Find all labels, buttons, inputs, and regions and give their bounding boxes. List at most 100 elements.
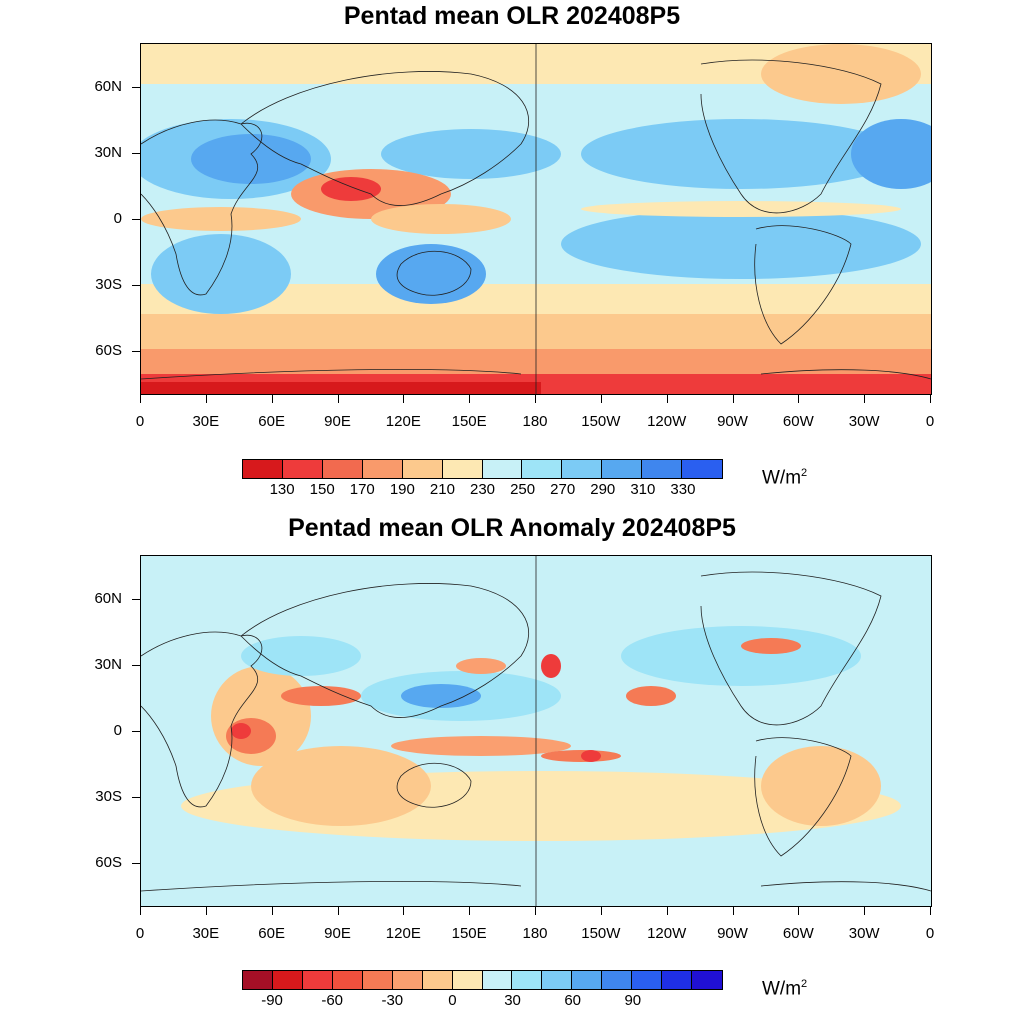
colorbar-box bbox=[402, 460, 443, 478]
colorbar-box bbox=[422, 971, 453, 989]
lat-label: 0 bbox=[113, 722, 122, 739]
units-label-1: W/m2 bbox=[762, 467, 808, 489]
lat-tick bbox=[132, 599, 140, 600]
lat-tick bbox=[132, 153, 140, 154]
colorbar-label: -90 bbox=[261, 992, 283, 1009]
lon-tick bbox=[798, 395, 800, 403]
olr-anomaly-map bbox=[140, 555, 932, 907]
colorbar-label: 230 bbox=[469, 481, 496, 498]
lon-label: 0 bbox=[925, 413, 935, 430]
olr-mean-colorbar bbox=[242, 459, 723, 479]
lon-tick bbox=[535, 907, 536, 915]
lon-label: 30E bbox=[192, 413, 220, 430]
lat-label: 30N bbox=[94, 656, 122, 673]
lon-label: 150E bbox=[451, 925, 487, 942]
lat-label: 60S bbox=[95, 854, 122, 871]
panel-2-title: Pentad mean OLR Anomaly 202408P5 bbox=[288, 514, 736, 542]
colorbar-label: 310 bbox=[630, 481, 656, 498]
lon-tick bbox=[600, 907, 602, 915]
colorbar-label: 270 bbox=[550, 481, 576, 498]
lon-tick bbox=[666, 395, 668, 403]
colorbar-label: 330 bbox=[670, 481, 696, 498]
lon-label: 60W bbox=[782, 413, 814, 430]
lat-tick bbox=[132, 731, 140, 732]
lon-label: 150W bbox=[581, 925, 621, 942]
lon-tick bbox=[205, 907, 207, 915]
lon-tick bbox=[403, 395, 405, 403]
lon-label: 120W bbox=[647, 413, 687, 430]
lon-label: 30W bbox=[848, 925, 880, 942]
lon-tick bbox=[600, 395, 602, 403]
lon-tick bbox=[930, 907, 931, 915]
lon-tick bbox=[271, 907, 273, 915]
colorbar-box bbox=[272, 971, 303, 989]
colorbar-box bbox=[243, 971, 273, 989]
lat-tick bbox=[132, 219, 140, 220]
lon-tick bbox=[732, 395, 734, 403]
lon-label: 90W bbox=[717, 925, 748, 942]
colorbar-label: 130 bbox=[269, 481, 295, 498]
colorbar-box bbox=[512, 971, 543, 989]
lon-tick bbox=[469, 395, 471, 403]
colorbar-label: 210 bbox=[429, 481, 455, 498]
lon-label: 120E bbox=[385, 925, 421, 942]
colorbar-box bbox=[662, 971, 693, 989]
lat-label: 30S bbox=[95, 788, 122, 805]
colorbar-box bbox=[642, 460, 683, 478]
lat-tick bbox=[132, 863, 140, 864]
colorbar-label: 190 bbox=[389, 481, 415, 498]
colorbar-box bbox=[692, 971, 722, 989]
lon-tick bbox=[930, 395, 931, 403]
lon-label: 180 bbox=[522, 413, 548, 430]
colorbar-box bbox=[602, 460, 643, 478]
colorbar-box bbox=[682, 460, 723, 478]
lat-label: 30S bbox=[95, 276, 122, 293]
lon-tick bbox=[337, 395, 339, 403]
lon-label: 60E bbox=[258, 413, 285, 430]
lon-tick bbox=[864, 395, 866, 403]
colorbar-label: 170 bbox=[349, 481, 375, 498]
colorbar-box bbox=[562, 460, 603, 478]
lat-tick bbox=[132, 797, 140, 798]
lon-tick bbox=[798, 907, 800, 915]
lon-tick bbox=[337, 907, 339, 915]
lat-tick bbox=[132, 665, 140, 666]
colorbar-box bbox=[632, 971, 663, 989]
colorbar-box bbox=[542, 971, 573, 989]
colorbar-label: 90 bbox=[624, 992, 642, 1009]
lon-tick bbox=[403, 907, 405, 915]
lon-tick bbox=[469, 907, 471, 915]
units-label-2: W/m2 bbox=[762, 978, 808, 1000]
colorbar-box bbox=[602, 971, 633, 989]
lon-label: 0 bbox=[135, 925, 145, 942]
lon-tick bbox=[140, 907, 141, 915]
lon-label: 150W bbox=[581, 413, 621, 430]
lon-label: 120E bbox=[385, 413, 421, 430]
lat-label: 60N bbox=[94, 78, 122, 95]
olr-anomaly-colorbar bbox=[242, 970, 723, 990]
lon-tick bbox=[666, 907, 668, 915]
lon-tick bbox=[271, 395, 273, 403]
lon-label: 120W bbox=[647, 925, 687, 942]
colorbar-box bbox=[322, 460, 363, 478]
lat-tick bbox=[132, 87, 140, 88]
colorbar-box bbox=[482, 971, 513, 989]
lon-label: 180 bbox=[522, 925, 548, 942]
lon-tick bbox=[732, 907, 734, 915]
lon-label: 90W bbox=[717, 413, 748, 430]
lon-label: 150E bbox=[451, 413, 487, 430]
colorbar-box bbox=[302, 971, 333, 989]
lon-label: 0 bbox=[135, 413, 145, 430]
lon-tick bbox=[535, 395, 536, 403]
lat-tick bbox=[132, 285, 140, 286]
colorbar-label: 0 bbox=[448, 992, 457, 1009]
colorbar-box bbox=[362, 460, 403, 478]
olr-mean-map bbox=[140, 43, 932, 395]
colorbar-box bbox=[392, 971, 423, 989]
lon-label: 0 bbox=[925, 925, 935, 942]
lon-tick bbox=[140, 395, 141, 403]
colorbar-label: 30 bbox=[504, 992, 521, 1009]
colorbar-label: 290 bbox=[590, 481, 616, 498]
colorbar-box bbox=[572, 971, 603, 989]
lat-label: 60S bbox=[95, 342, 122, 359]
